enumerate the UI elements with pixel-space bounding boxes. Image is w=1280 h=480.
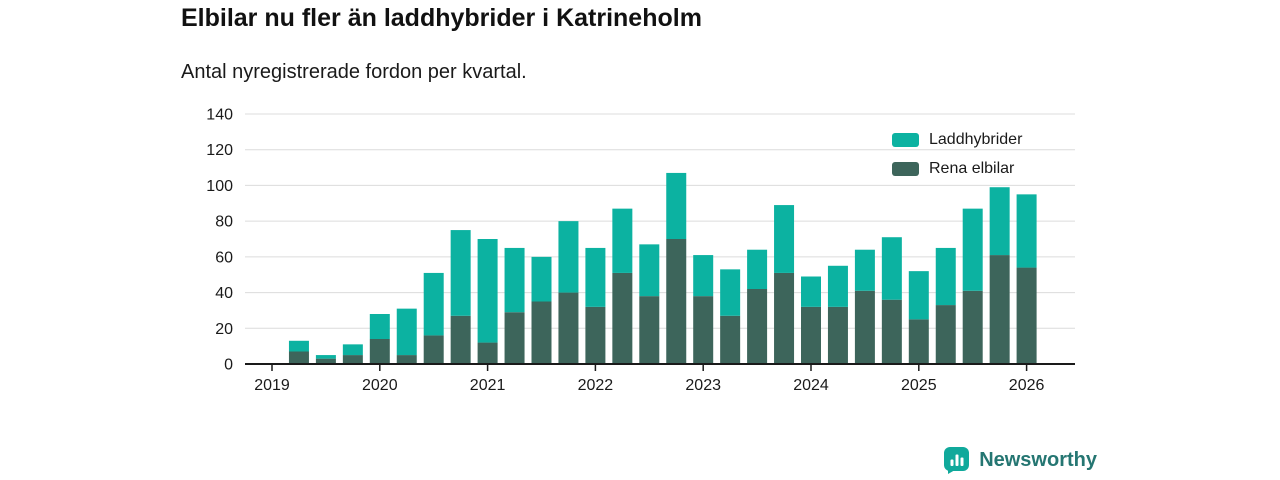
bar-laddhybrider	[531, 256, 552, 302]
y-tick-label: 80	[215, 214, 233, 231]
legend-item-rena-elbilar: Rena elbilar	[892, 160, 1022, 178]
bar-laddhybrider	[558, 221, 579, 293]
y-tick-label: 40	[215, 285, 233, 302]
legend-item-laddhybrider: Laddhybrider	[892, 131, 1022, 149]
x-tick-label: 2019	[254, 377, 290, 394]
bar-rena-elbilar	[666, 239, 687, 364]
chart-title: Elbilar nu fler än laddhybrider i Katrin…	[181, 4, 702, 32]
newsworthy-logo-icon	[944, 447, 970, 474]
x-tick-label: 2020	[362, 377, 398, 394]
bar-laddhybrider	[827, 265, 848, 307]
x-tick-label: 2026	[1009, 377, 1045, 394]
newsworthy-brand-link[interactable]: Newsworthy	[943, 446, 1097, 474]
bar-rena-elbilar	[504, 312, 525, 364]
bar-rena-elbilar	[908, 319, 929, 364]
bar-laddhybrider	[774, 205, 795, 273]
y-tick-label: 100	[206, 178, 233, 195]
x-tick-label: 2024	[793, 377, 829, 394]
bar-laddhybrider	[477, 239, 498, 343]
bar-laddhybrider	[504, 247, 525, 313]
bar-laddhybrider	[450, 230, 471, 316]
bar-rena-elbilar	[774, 272, 795, 364]
bar-rena-elbilar	[935, 305, 956, 364]
bar-rena-elbilar	[423, 335, 444, 364]
legend-swatch-rena-elbilar	[892, 162, 919, 176]
bar-rena-elbilar	[1016, 267, 1037, 364]
bar-rena-elbilar	[962, 290, 983, 364]
bar-laddhybrider	[342, 344, 363, 356]
bar-laddhybrider	[666, 172, 687, 239]
y-tick-label: 60	[215, 249, 233, 266]
bar-laddhybrider	[423, 272, 444, 336]
bar-rena-elbilar	[288, 351, 309, 364]
bar-laddhybrider	[854, 249, 875, 291]
bar-laddhybrider	[612, 208, 633, 273]
bar-rena-elbilar	[989, 255, 1010, 364]
legend-label-laddhybrider: Laddhybrider	[929, 131, 1023, 148]
bar-rena-elbilar	[558, 292, 579, 364]
bar-laddhybrider	[585, 247, 606, 307]
stacked-bar-chart: 0 20 40 60 80 100 120 140 2019 2020 2021 2022 2023 20…	[206, 107, 1075, 394]
bar-rena-elbilar	[827, 306, 848, 364]
bar-rena-elbilar	[801, 306, 821, 364]
bar-laddhybrider	[315, 355, 336, 359]
bar-rena-elbilar	[747, 289, 768, 364]
bar-laddhybrider	[801, 276, 821, 307]
y-tick-label: 20	[215, 321, 233, 338]
y-tick-label: 0	[224, 357, 233, 374]
bar-laddhybrider	[369, 314, 390, 339]
legend-swatch-laddhybrider	[892, 133, 919, 147]
legend-label-rena-elbilar: Rena elbilar	[929, 160, 1015, 177]
bar-rena-elbilar	[315, 358, 336, 364]
bar-laddhybrider	[989, 187, 1010, 256]
bar-rena-elbilar	[342, 355, 363, 364]
y-tick-label: 120	[206, 142, 233, 159]
bar-rena-elbilar	[369, 339, 390, 364]
bar-rena-elbilar	[450, 315, 471, 364]
y-tick-label: 140	[206, 107, 233, 124]
bar-rena-elbilar	[854, 290, 875, 364]
bar-rena-elbilar	[585, 306, 606, 364]
bar-rena-elbilar	[693, 296, 714, 364]
x-tick-label: 2021	[470, 377, 506, 394]
bar-rena-elbilar	[477, 342, 498, 364]
bar-laddhybrider	[908, 271, 929, 320]
newsworthy-wordmark: Newsworthy	[979, 448, 1097, 471]
bar-laddhybrider	[693, 255, 714, 297]
bar-laddhybrider	[935, 247, 956, 306]
bar-rena-elbilar	[639, 296, 660, 364]
bar-laddhybrider	[720, 269, 741, 316]
bar-rena-elbilar	[881, 299, 902, 364]
bar-rena-elbilar	[396, 355, 417, 364]
bar-rena-elbilar	[612, 272, 633, 364]
x-tick-label: 2023	[685, 377, 721, 394]
bar-laddhybrider	[1016, 194, 1037, 268]
bar-laddhybrider	[639, 244, 660, 297]
bar-laddhybrider	[288, 340, 309, 352]
bar-laddhybrider	[396, 308, 417, 356]
bar-laddhybrider	[881, 237, 902, 300]
bar-laddhybrider	[747, 249, 768, 289]
x-tick-label: 2022	[578, 377, 614, 394]
chart-subtitle: Antal nyregistrerade fordon per kvartal.	[181, 61, 527, 83]
bar-laddhybrider	[962, 208, 983, 291]
bar-rena-elbilar	[720, 315, 741, 364]
legend: Laddhybrider Rena elbilar	[892, 131, 1022, 178]
x-tick-label: 2025	[901, 377, 937, 394]
bar-rena-elbilar	[531, 301, 552, 364]
